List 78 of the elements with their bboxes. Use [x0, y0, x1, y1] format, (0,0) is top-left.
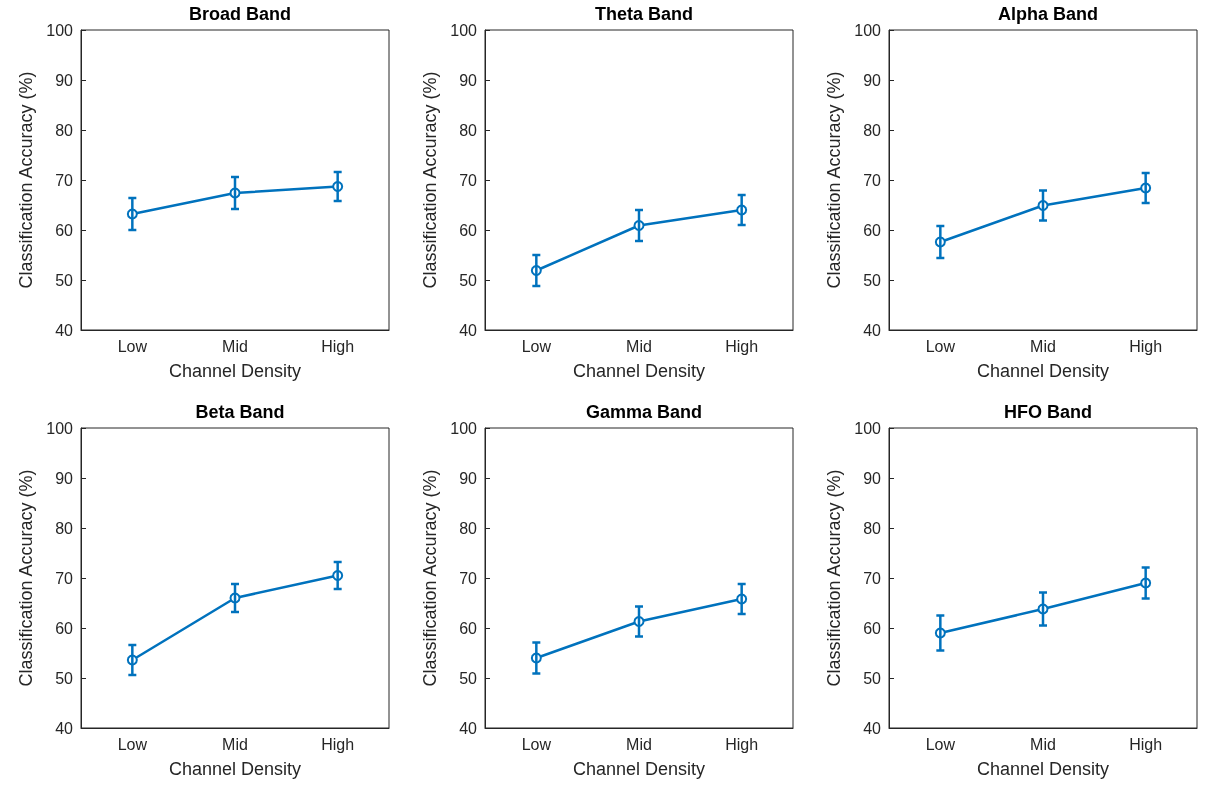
- y-tick-label: 50: [459, 669, 478, 687]
- y-axis-title: Classification Accuracy (%): [420, 71, 440, 289]
- y-tick-label: 70: [863, 171, 882, 189]
- y-tick-label: 70: [55, 569, 74, 587]
- y-tick-label: 60: [863, 619, 882, 637]
- y-tick-label: 90: [459, 469, 478, 487]
- y-axis-title: Classification Accuracy (%): [16, 71, 36, 289]
- y-tick-label: 100: [46, 21, 74, 39]
- chart-title: Beta Band: [195, 402, 285, 422]
- x-tick-label: Mid: [626, 735, 652, 753]
- y-tick-label: 60: [459, 619, 478, 637]
- x-tick-label: Mid: [626, 337, 652, 355]
- y-tick-label: 50: [863, 669, 882, 687]
- x-tick-label: Low: [521, 735, 552, 753]
- y-tick-label: 90: [55, 71, 74, 89]
- y-tick-label: 90: [55, 469, 74, 487]
- y-tick-label: 40: [863, 321, 882, 339]
- y-tick-label: 80: [55, 519, 74, 537]
- x-tick-label: Mid: [222, 337, 248, 355]
- x-tick-label: Low: [925, 337, 956, 355]
- y-axis-title: Classification Accuracy (%): [420, 469, 440, 687]
- y-tick-label: 100: [854, 21, 882, 39]
- y-tick-label: 40: [55, 321, 74, 339]
- y-tick-label: 40: [863, 719, 882, 737]
- y-axis-title: Classification Accuracy (%): [16, 469, 36, 687]
- y-tick-label: 80: [863, 121, 882, 139]
- x-tick-label: High: [1129, 735, 1163, 753]
- x-tick-label: Low: [925, 735, 956, 753]
- x-axis-title: Channel Density: [572, 361, 706, 381]
- y-tick-label: 40: [55, 719, 74, 737]
- chart-title: Broad Band: [188, 4, 292, 24]
- y-tick-label: 60: [863, 221, 882, 239]
- y-tick-label: 80: [863, 519, 882, 537]
- y-tick-label: 100: [450, 419, 478, 437]
- y-tick-label: 70: [459, 569, 478, 587]
- y-tick-label: 80: [459, 121, 478, 139]
- y-axis-title: Classification Accuracy (%): [824, 469, 844, 687]
- y-tick-label: 50: [459, 271, 478, 289]
- x-tick-label: Low: [117, 337, 148, 355]
- x-tick-label: High: [725, 337, 759, 355]
- y-tick-label: 40: [459, 321, 478, 339]
- y-tick-label: 80: [459, 519, 478, 537]
- x-tick-label: Mid: [222, 735, 248, 753]
- x-axis-title: Channel Density: [976, 361, 1110, 381]
- x-axis-title: Channel Density: [572, 759, 706, 779]
- y-tick-label: 90: [459, 71, 478, 89]
- chart-title: Alpha Band: [997, 4, 1099, 24]
- y-tick-label: 60: [459, 221, 478, 239]
- y-tick-label: 50: [55, 669, 74, 687]
- y-tick-label: 90: [863, 469, 882, 487]
- x-tick-label: High: [1129, 337, 1163, 355]
- x-axis-title: Channel Density: [168, 759, 302, 779]
- x-tick-label: High: [725, 735, 759, 753]
- x-tick-label: Mid: [1030, 735, 1056, 753]
- chart-title: HFO Band: [1004, 402, 1092, 422]
- x-tick-label: High: [321, 735, 355, 753]
- y-tick-label: 70: [55, 171, 74, 189]
- x-axis-title: Channel Density: [168, 361, 302, 381]
- x-tick-label: Mid: [1030, 337, 1056, 355]
- x-tick-label: Low: [521, 337, 552, 355]
- x-tick-label: High: [321, 337, 355, 355]
- y-tick-label: 80: [55, 121, 74, 139]
- y-tick-label: 60: [55, 221, 74, 239]
- y-tick-label: 60: [55, 619, 74, 637]
- y-tick-label: 100: [450, 21, 478, 39]
- y-tick-label: 50: [863, 271, 882, 289]
- y-tick-label: 50: [55, 271, 74, 289]
- y-tick-label: 70: [459, 171, 478, 189]
- y-tick-label: 40: [459, 719, 478, 737]
- y-axis-title: Classification Accuracy (%): [824, 71, 844, 289]
- y-tick-label: 70: [863, 569, 882, 587]
- x-axis-title: Channel Density: [976, 759, 1110, 779]
- chart-title: Gamma Band: [585, 402, 703, 422]
- y-tick-label: 100: [854, 419, 882, 437]
- y-tick-label: 100: [46, 419, 74, 437]
- x-tick-label: Low: [117, 735, 148, 753]
- y-tick-label: 90: [863, 71, 882, 89]
- chart-title: Theta Band: [594, 4, 694, 24]
